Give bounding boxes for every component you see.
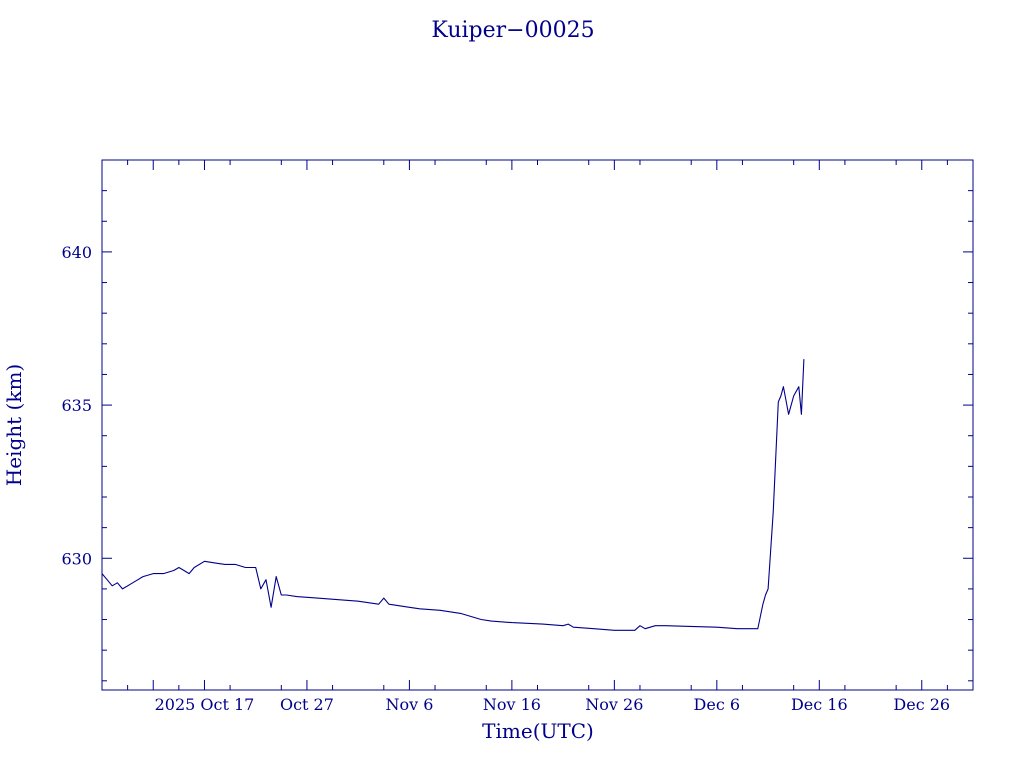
y-tick-label: 635 (61, 396, 92, 415)
x-tick-label: Oct 27 (280, 695, 334, 714)
x-tick-label: Dec 26 (893, 695, 950, 714)
x-axis-label: Time(UTC) (482, 719, 594, 743)
x-tick-label: Dec 16 (791, 695, 848, 714)
y-tick-label: 630 (61, 549, 92, 568)
series-layer (101, 359, 805, 631)
x-tick-label: Dec 6 (694, 695, 741, 714)
x-tick-label: Nov 16 (483, 695, 541, 714)
series-line (101, 359, 805, 631)
x-tick-label: 2025 Oct 17 (155, 695, 255, 714)
x-tick-label: Nov 26 (585, 695, 643, 714)
y-tick-label: 640 (61, 243, 92, 262)
x-tick-label: Nov 6 (385, 695, 433, 714)
tick-group (102, 159, 973, 690)
y-axis-label: Height (km) (2, 364, 26, 486)
tick-label-group: 2025 Oct 17 Oct 27 Nov 6 Nov 16 Nov 26 Dec 6 D… (61, 243, 950, 714)
chart-title: Kuiper−00025 (431, 18, 594, 43)
plot-frame (101, 159, 974, 691)
